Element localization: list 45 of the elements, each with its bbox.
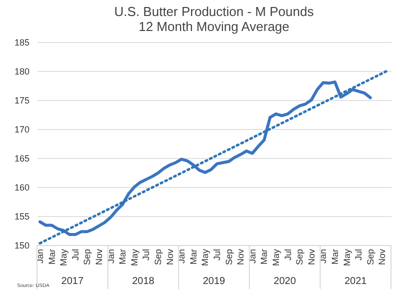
x-tick-label: Jul [282, 249, 293, 261]
x-tick-label: Jul [354, 249, 364, 261]
x-tick-label: Nov [236, 248, 246, 266]
x-tick-label: Sep [152, 249, 163, 266]
x-tick-label: May [200, 248, 210, 266]
y-tick-label: 175 [14, 96, 30, 106]
x-tick-label: Sep [224, 249, 234, 266]
y-tick-label: 170 [14, 124, 30, 134]
y-tick-label: 155 [14, 212, 30, 222]
text: 2018 [132, 276, 155, 287]
x-tick-label: May [58, 248, 69, 266]
text: 2021 [344, 276, 368, 287]
x-tick-label: Sep [365, 249, 376, 266]
x-tick-label: Mar [46, 249, 57, 264]
y-tick-label: 160 [14, 182, 30, 192]
x-tick-label: Nov [164, 248, 175, 266]
x-tick-label: May [129, 248, 140, 266]
x-tick-label: May [342, 248, 352, 266]
y-tick-label: 185 [14, 38, 30, 48]
x-tick-label: Mar [259, 249, 270, 264]
text: 2017 [61, 276, 84, 287]
x-tick-label: Jan [34, 249, 45, 264]
x-tick-label: Mar [330, 249, 340, 264]
x-tick-label: May [270, 248, 281, 266]
x-tick-label: Jul [141, 249, 152, 261]
x-tick-label: Jan [176, 249, 187, 264]
x-tick-label: Jan [318, 249, 328, 264]
y-tick-label: 165 [14, 154, 30, 164]
text: 2020 [274, 276, 296, 287]
x-tick-label: Mar [188, 249, 198, 264]
x-tick-label: Sep [82, 249, 92, 266]
x-tick-label: Jul [212, 249, 222, 261]
x-tick-label: Sep [294, 249, 305, 266]
x-tick-label: Jan [247, 249, 258, 264]
x-tick-label: Nov [377, 248, 388, 266]
x-tick-label: Mar [118, 249, 128, 264]
chart-subtitle: 12 Month Moving Average [138, 19, 290, 34]
x-tick-label: Nov [94, 248, 104, 266]
text: 2019 [202, 276, 226, 287]
chart-title: U.S. Butter Production - M Pounds [114, 4, 314, 19]
x-tick-label: Jan [106, 249, 116, 264]
y-tick-label: 150 [14, 240, 30, 250]
y-tick-label: 180 [14, 66, 30, 76]
x-tick-label: Nov [306, 248, 316, 266]
x-tick-label: Jul [70, 249, 80, 261]
